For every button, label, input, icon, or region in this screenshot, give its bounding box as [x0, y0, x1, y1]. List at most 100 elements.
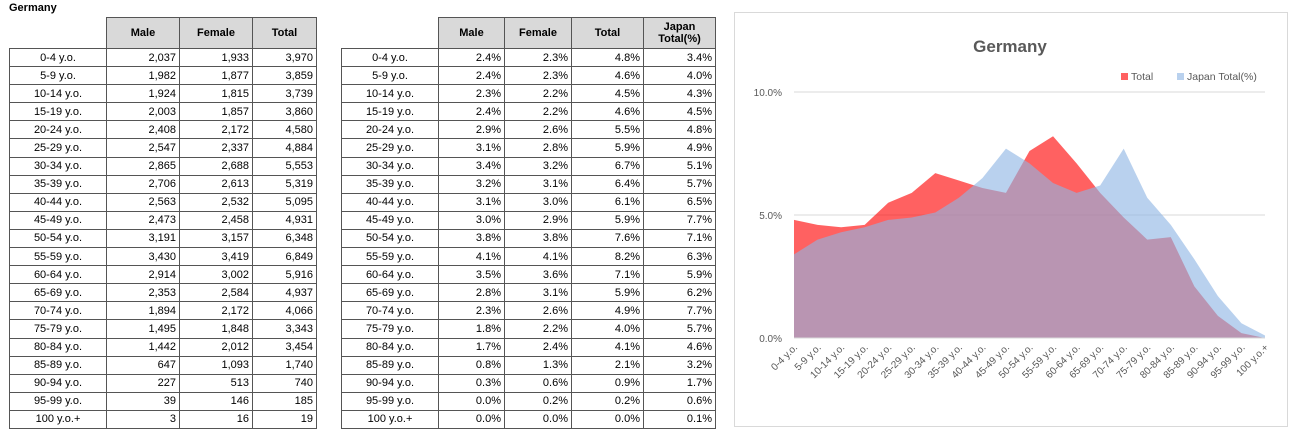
- value-cell[interactable]: 1,877: [179, 66, 253, 86]
- age-group-cell[interactable]: 35-39 y.o.: [341, 174, 439, 194]
- value-cell[interactable]: 2.2%: [504, 319, 572, 339]
- value-cell[interactable]: 0.2%: [504, 391, 572, 411]
- age-group-cell[interactable]: 20-24 y.o.: [9, 120, 107, 140]
- value-cell[interactable]: 3,970: [252, 47, 317, 68]
- age-group-cell[interactable]: 50-54 y.o.: [341, 228, 439, 249]
- value-cell[interactable]: 2.6%: [504, 120, 572, 140]
- value-cell[interactable]: 2.9%: [438, 120, 505, 140]
- value-cell[interactable]: 2.8%: [438, 283, 505, 303]
- value-cell[interactable]: 6.5%: [643, 192, 716, 212]
- value-cell[interactable]: 185: [252, 391, 317, 411]
- value-cell[interactable]: 1,495: [106, 319, 180, 339]
- age-group-cell[interactable]: 70-74 y.o.: [341, 301, 439, 321]
- age-group-cell[interactable]: 60-64 y.o.: [341, 265, 439, 285]
- value-cell[interactable]: 3.1%: [504, 174, 572, 194]
- value-cell[interactable]: 2,353: [106, 283, 180, 303]
- value-cell[interactable]: 647: [106, 355, 180, 375]
- age-group-cell[interactable]: 40-44 y.o.: [9, 192, 107, 212]
- age-group-cell[interactable]: 95-99 y.o.: [341, 391, 439, 411]
- value-cell[interactable]: 1,442: [106, 337, 180, 357]
- value-cell[interactable]: 2,688: [179, 156, 253, 176]
- value-cell[interactable]: 4,580: [252, 120, 317, 140]
- value-cell[interactable]: 2,012: [179, 337, 253, 357]
- age-group-cell[interactable]: 5-9 y.o.: [9, 66, 107, 86]
- value-cell[interactable]: 0.8%: [438, 355, 505, 375]
- age-group-cell[interactable]: 95-99 y.o.: [9, 391, 107, 411]
- value-cell[interactable]: 1.7%: [643, 373, 716, 393]
- value-cell[interactable]: 1,740: [252, 355, 317, 375]
- value-cell[interactable]: 3.8%: [438, 228, 505, 249]
- age-group-cell[interactable]: 0-4 y.o.: [341, 47, 439, 68]
- age-group-cell[interactable]: 60-64 y.o.: [9, 265, 107, 285]
- value-cell[interactable]: 0.6%: [504, 373, 572, 393]
- age-group-cell[interactable]: 90-94 y.o.: [9, 373, 107, 393]
- value-cell[interactable]: 0.0%: [504, 409, 572, 429]
- value-cell[interactable]: 6.3%: [643, 247, 716, 267]
- age-group-cell[interactable]: 5-9 y.o.: [341, 66, 439, 86]
- age-group-cell[interactable]: 85-89 y.o.: [341, 355, 439, 375]
- age-group-cell[interactable]: 10-14 y.o.: [341, 84, 439, 104]
- value-cell[interactable]: 2,706: [106, 174, 180, 194]
- value-cell[interactable]: 3,859: [252, 66, 317, 86]
- value-cell[interactable]: 2.2%: [504, 84, 572, 104]
- value-cell[interactable]: 16: [179, 409, 253, 429]
- value-cell[interactable]: 3,739: [252, 84, 317, 104]
- age-group-cell[interactable]: 75-79 y.o.: [341, 319, 439, 339]
- value-cell[interactable]: 4.6%: [643, 337, 716, 357]
- value-cell[interactable]: 1,093: [179, 355, 253, 375]
- age-group-cell[interactable]: 50-54 y.o.: [9, 228, 107, 249]
- value-cell[interactable]: 0.6%: [643, 391, 716, 411]
- value-cell[interactable]: 6.1%: [571, 192, 644, 212]
- age-group-cell[interactable]: 10-14 y.o.: [9, 84, 107, 104]
- value-cell[interactable]: 7.7%: [643, 301, 716, 321]
- value-cell[interactable]: 2,532: [179, 192, 253, 212]
- value-cell[interactable]: 4.9%: [571, 301, 644, 321]
- value-cell[interactable]: 4.0%: [571, 319, 644, 339]
- age-group-cell[interactable]: 65-69 y.o.: [341, 283, 439, 303]
- value-cell[interactable]: 3: [106, 409, 180, 429]
- value-cell[interactable]: 0.3%: [438, 373, 505, 393]
- value-cell[interactable]: 39: [106, 391, 180, 411]
- value-cell[interactable]: 1,933: [179, 47, 253, 68]
- value-cell[interactable]: 4.9%: [643, 138, 716, 158]
- value-cell[interactable]: 2,003: [106, 102, 180, 122]
- value-cell[interactable]: 4,884: [252, 138, 317, 158]
- value-cell[interactable]: 4.3%: [643, 84, 716, 104]
- value-cell[interactable]: 0.2%: [571, 391, 644, 411]
- value-cell[interactable]: 3.1%: [438, 138, 505, 158]
- value-cell[interactable]: 1,857: [179, 102, 253, 122]
- value-cell[interactable]: 3.0%: [504, 192, 572, 212]
- value-cell[interactable]: 7.1%: [643, 228, 716, 249]
- value-cell[interactable]: 2,172: [179, 301, 253, 321]
- age-group-cell[interactable]: 80-84 y.o.: [341, 337, 439, 357]
- value-cell[interactable]: 2.4%: [438, 102, 505, 122]
- value-cell[interactable]: 2,584: [179, 283, 253, 303]
- value-cell[interactable]: 4.5%: [571, 84, 644, 104]
- value-cell[interactable]: 4.8%: [571, 47, 644, 68]
- value-cell[interactable]: 2.3%: [504, 66, 572, 86]
- age-group-cell[interactable]: 30-34 y.o.: [9, 156, 107, 176]
- value-cell[interactable]: 2,408: [106, 120, 180, 140]
- value-cell[interactable]: 4,066: [252, 301, 317, 321]
- value-cell[interactable]: 1.8%: [438, 319, 505, 339]
- age-group-cell[interactable]: 55-59 y.o.: [9, 247, 107, 267]
- value-cell[interactable]: 8.2%: [571, 247, 644, 267]
- value-cell[interactable]: 5.7%: [643, 174, 716, 194]
- value-cell[interactable]: 2,613: [179, 174, 253, 194]
- value-cell[interactable]: 3.4%: [643, 47, 716, 68]
- value-cell[interactable]: 2,037: [106, 47, 180, 68]
- value-cell[interactable]: 3.5%: [438, 265, 505, 285]
- value-cell[interactable]: 2.6%: [504, 301, 572, 321]
- value-cell[interactable]: 5.7%: [643, 319, 716, 339]
- value-cell[interactable]: 2.4%: [438, 66, 505, 86]
- value-cell[interactable]: 5.9%: [643, 265, 716, 285]
- value-cell[interactable]: 5.9%: [571, 283, 644, 303]
- value-cell[interactable]: 6,849: [252, 247, 317, 267]
- value-cell[interactable]: 6,348: [252, 228, 317, 249]
- value-cell[interactable]: 5,553: [252, 156, 317, 176]
- value-cell[interactable]: 5.5%: [571, 120, 644, 140]
- value-cell[interactable]: 3,430: [106, 247, 180, 267]
- value-cell[interactable]: 5.9%: [571, 138, 644, 158]
- age-group-cell[interactable]: 35-39 y.o.: [9, 174, 107, 194]
- value-cell[interactable]: 3,860: [252, 102, 317, 122]
